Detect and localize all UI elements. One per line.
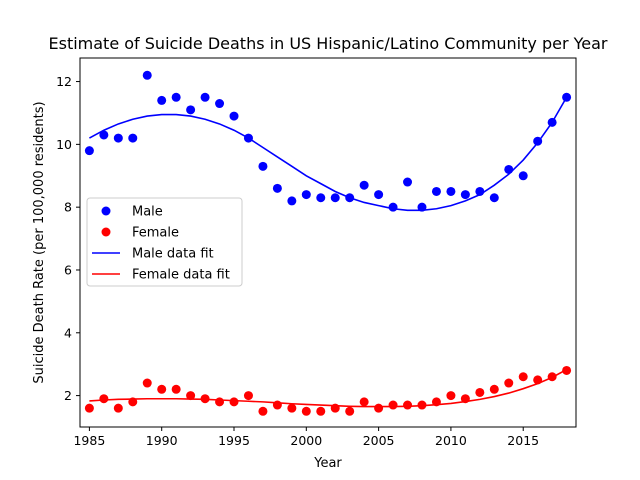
data-point-male: [431, 186, 441, 196]
data-point-female: [301, 406, 311, 416]
data-point-male: [374, 190, 384, 200]
data-point-female: [431, 397, 441, 407]
data-point-male: [489, 193, 499, 203]
legend-label: Female data fit: [132, 268, 230, 283]
x-tick-label: 2015: [507, 433, 539, 448]
series-line-female-data-fit: [89, 368, 567, 408]
data-point-female: [113, 403, 123, 413]
data-point-female: [84, 403, 94, 413]
data-point-female: [359, 397, 369, 407]
data-point-male: [533, 136, 543, 146]
data-point-female: [417, 400, 427, 410]
data-point-male: [113, 133, 123, 143]
data-point-female: [215, 397, 225, 407]
data-point-female: [171, 384, 181, 394]
data-point-female: [547, 372, 557, 382]
data-point-male: [287, 196, 297, 206]
data-point-male: [388, 202, 398, 212]
data-point-male: [316, 193, 326, 203]
plot-area: [79, 57, 577, 428]
data-point-male: [157, 95, 167, 105]
legend-marker: [101, 227, 111, 237]
data-point-female: [562, 365, 572, 375]
data-point-male: [272, 183, 282, 193]
data-point-female: [186, 391, 196, 401]
data-point-female: [345, 406, 355, 416]
x-tick-label: 1995: [218, 433, 250, 448]
legend: Male Female Male data fit Female data fit: [86, 197, 243, 287]
data-point-male: [547, 117, 557, 127]
data-point-female: [388, 400, 398, 410]
data-point-male: [504, 164, 514, 174]
data-point-male: [243, 133, 253, 143]
data-point-female: [258, 406, 268, 416]
data-point-female: [287, 403, 297, 413]
data-point-male: [446, 186, 456, 196]
data-point-male: [359, 180, 369, 190]
data-point-male: [403, 177, 413, 187]
data-point-female: [446, 391, 456, 401]
x-tick-label: 2005: [363, 433, 395, 448]
data-point-female: [518, 372, 528, 382]
data-point-female: [99, 394, 109, 404]
data-point-male: [330, 193, 340, 203]
data-point-female: [330, 403, 340, 413]
data-point-female: [128, 397, 138, 407]
legend-label: Female: [132, 226, 179, 241]
data-point-male: [84, 146, 94, 156]
data-point-male: [171, 92, 181, 102]
x-tick-label: 2000: [290, 433, 322, 448]
data-point-female: [316, 406, 326, 416]
data-point-female: [403, 400, 413, 410]
y-axis: 2 4 6 8 10 12: [56, 74, 80, 403]
data-point-male: [345, 193, 355, 203]
data-point-female: [475, 387, 485, 397]
data-point-male: [99, 130, 109, 140]
x-tick-label: 1990: [146, 433, 178, 448]
data-point-female: [157, 384, 167, 394]
data-point-female: [374, 403, 384, 413]
data-point-male: [128, 133, 138, 143]
legend-box: [86, 197, 243, 287]
x-axis-label: Year: [313, 456, 342, 471]
y-axis-label: Suicide Death Rate (per 100,000 resident…: [32, 101, 47, 383]
data-point-female: [243, 391, 253, 401]
data-point-female: [272, 400, 282, 410]
data-point-male: [562, 92, 572, 102]
legend-label: Male data fit: [132, 247, 214, 262]
series-line-male-data-fit: [89, 96, 568, 212]
legend-marker: [101, 206, 111, 216]
x-tick-label: 1985: [73, 433, 105, 448]
data-point-male: [142, 70, 152, 80]
data-point-male: [229, 111, 239, 121]
data-point-female: [489, 384, 499, 394]
y-tick-label: 10: [56, 137, 72, 152]
y-tick-label: 4: [64, 325, 72, 340]
data-point-female: [504, 378, 514, 388]
legend-label: Male: [132, 205, 163, 220]
data-point-female: [229, 397, 239, 407]
x-axis: 1985 1990 1995 2000 2005 2010 2015: [73, 427, 539, 448]
data-point-female: [533, 375, 543, 385]
x-tick-label: 2010: [435, 433, 467, 448]
y-tick-label: 2: [64, 388, 72, 403]
data-point-male: [258, 161, 268, 171]
data-point-female: [460, 394, 470, 404]
data-point-female: [200, 394, 210, 404]
y-tick-label: 8: [64, 200, 72, 215]
data-point-male: [186, 105, 196, 115]
data-point-male: [215, 99, 225, 109]
data-point-male: [301, 190, 311, 200]
data-point-male: [518, 171, 528, 181]
y-tick-label: 6: [64, 262, 72, 277]
data-point-male: [460, 190, 470, 200]
data-point-female: [142, 378, 152, 388]
chart-title: Estimate of Suicide Deaths in US Hispani…: [49, 34, 608, 53]
data-point-male: [475, 186, 485, 196]
y-tick-label: 12: [56, 74, 72, 89]
data-point-male: [200, 92, 210, 102]
data-point-male: [417, 202, 427, 212]
